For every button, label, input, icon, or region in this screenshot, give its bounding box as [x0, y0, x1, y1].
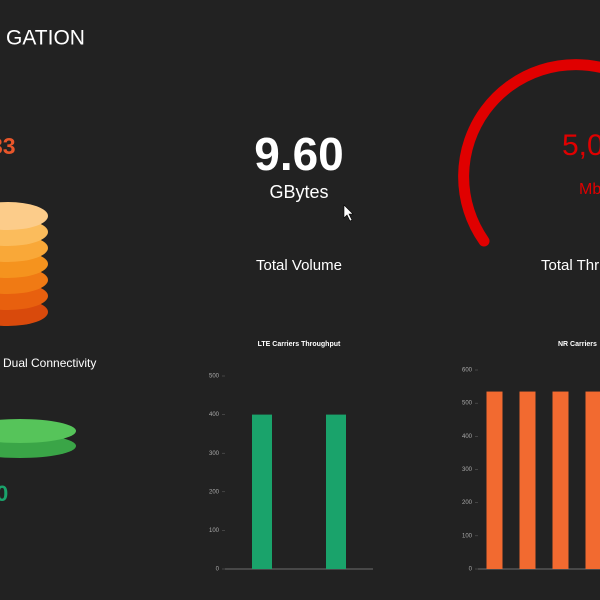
bar	[552, 391, 569, 569]
disc	[0, 419, 76, 443]
bar	[326, 414, 346, 569]
bar	[519, 391, 536, 569]
cursor	[343, 204, 354, 222]
y-tick-label: 0	[469, 567, 473, 573]
dashboard-title: GATION	[6, 27, 85, 50]
widget-label: Total Volume	[256, 257, 342, 274]
widget-label: Dual Connectivity	[3, 356, 96, 370]
chart-title: LTE Carriers Throughput	[258, 341, 341, 348]
kpi-value: 0	[0, 481, 8, 506]
y-tick-label: 500	[462, 401, 473, 407]
y-tick-label: 300	[209, 451, 220, 457]
widget-label: Total Thr	[541, 257, 599, 274]
y-tick-label: 400	[209, 412, 220, 418]
y-tick-label: 400	[462, 434, 473, 440]
y-tick-label: 100	[462, 533, 473, 539]
y-tick-label: 200	[462, 500, 473, 506]
kpi-unit: Mb	[579, 181, 600, 198]
disc	[0, 202, 48, 230]
y-tick-label: 500	[209, 374, 220, 380]
y-tick-label: 0	[216, 567, 220, 573]
bar	[252, 414, 272, 569]
y-tick-label: 300	[462, 467, 473, 473]
kpi-value: 5,0	[562, 129, 600, 162]
y-tick-label: 100	[209, 528, 220, 534]
kpi-value: 33	[0, 133, 16, 159]
disc-stack	[0, 202, 48, 326]
y-tick-label: 600	[462, 368, 473, 374]
chart-title: NR Carriers	[558, 341, 597, 348]
bar	[486, 391, 503, 569]
kpi-value: 9.60	[254, 128, 344, 180]
disc-stack	[0, 419, 76, 458]
kpi-unit: GBytes	[269, 182, 328, 202]
gauge-arc	[458, 59, 600, 247]
y-tick-label: 200	[209, 489, 220, 495]
bar	[585, 391, 600, 569]
